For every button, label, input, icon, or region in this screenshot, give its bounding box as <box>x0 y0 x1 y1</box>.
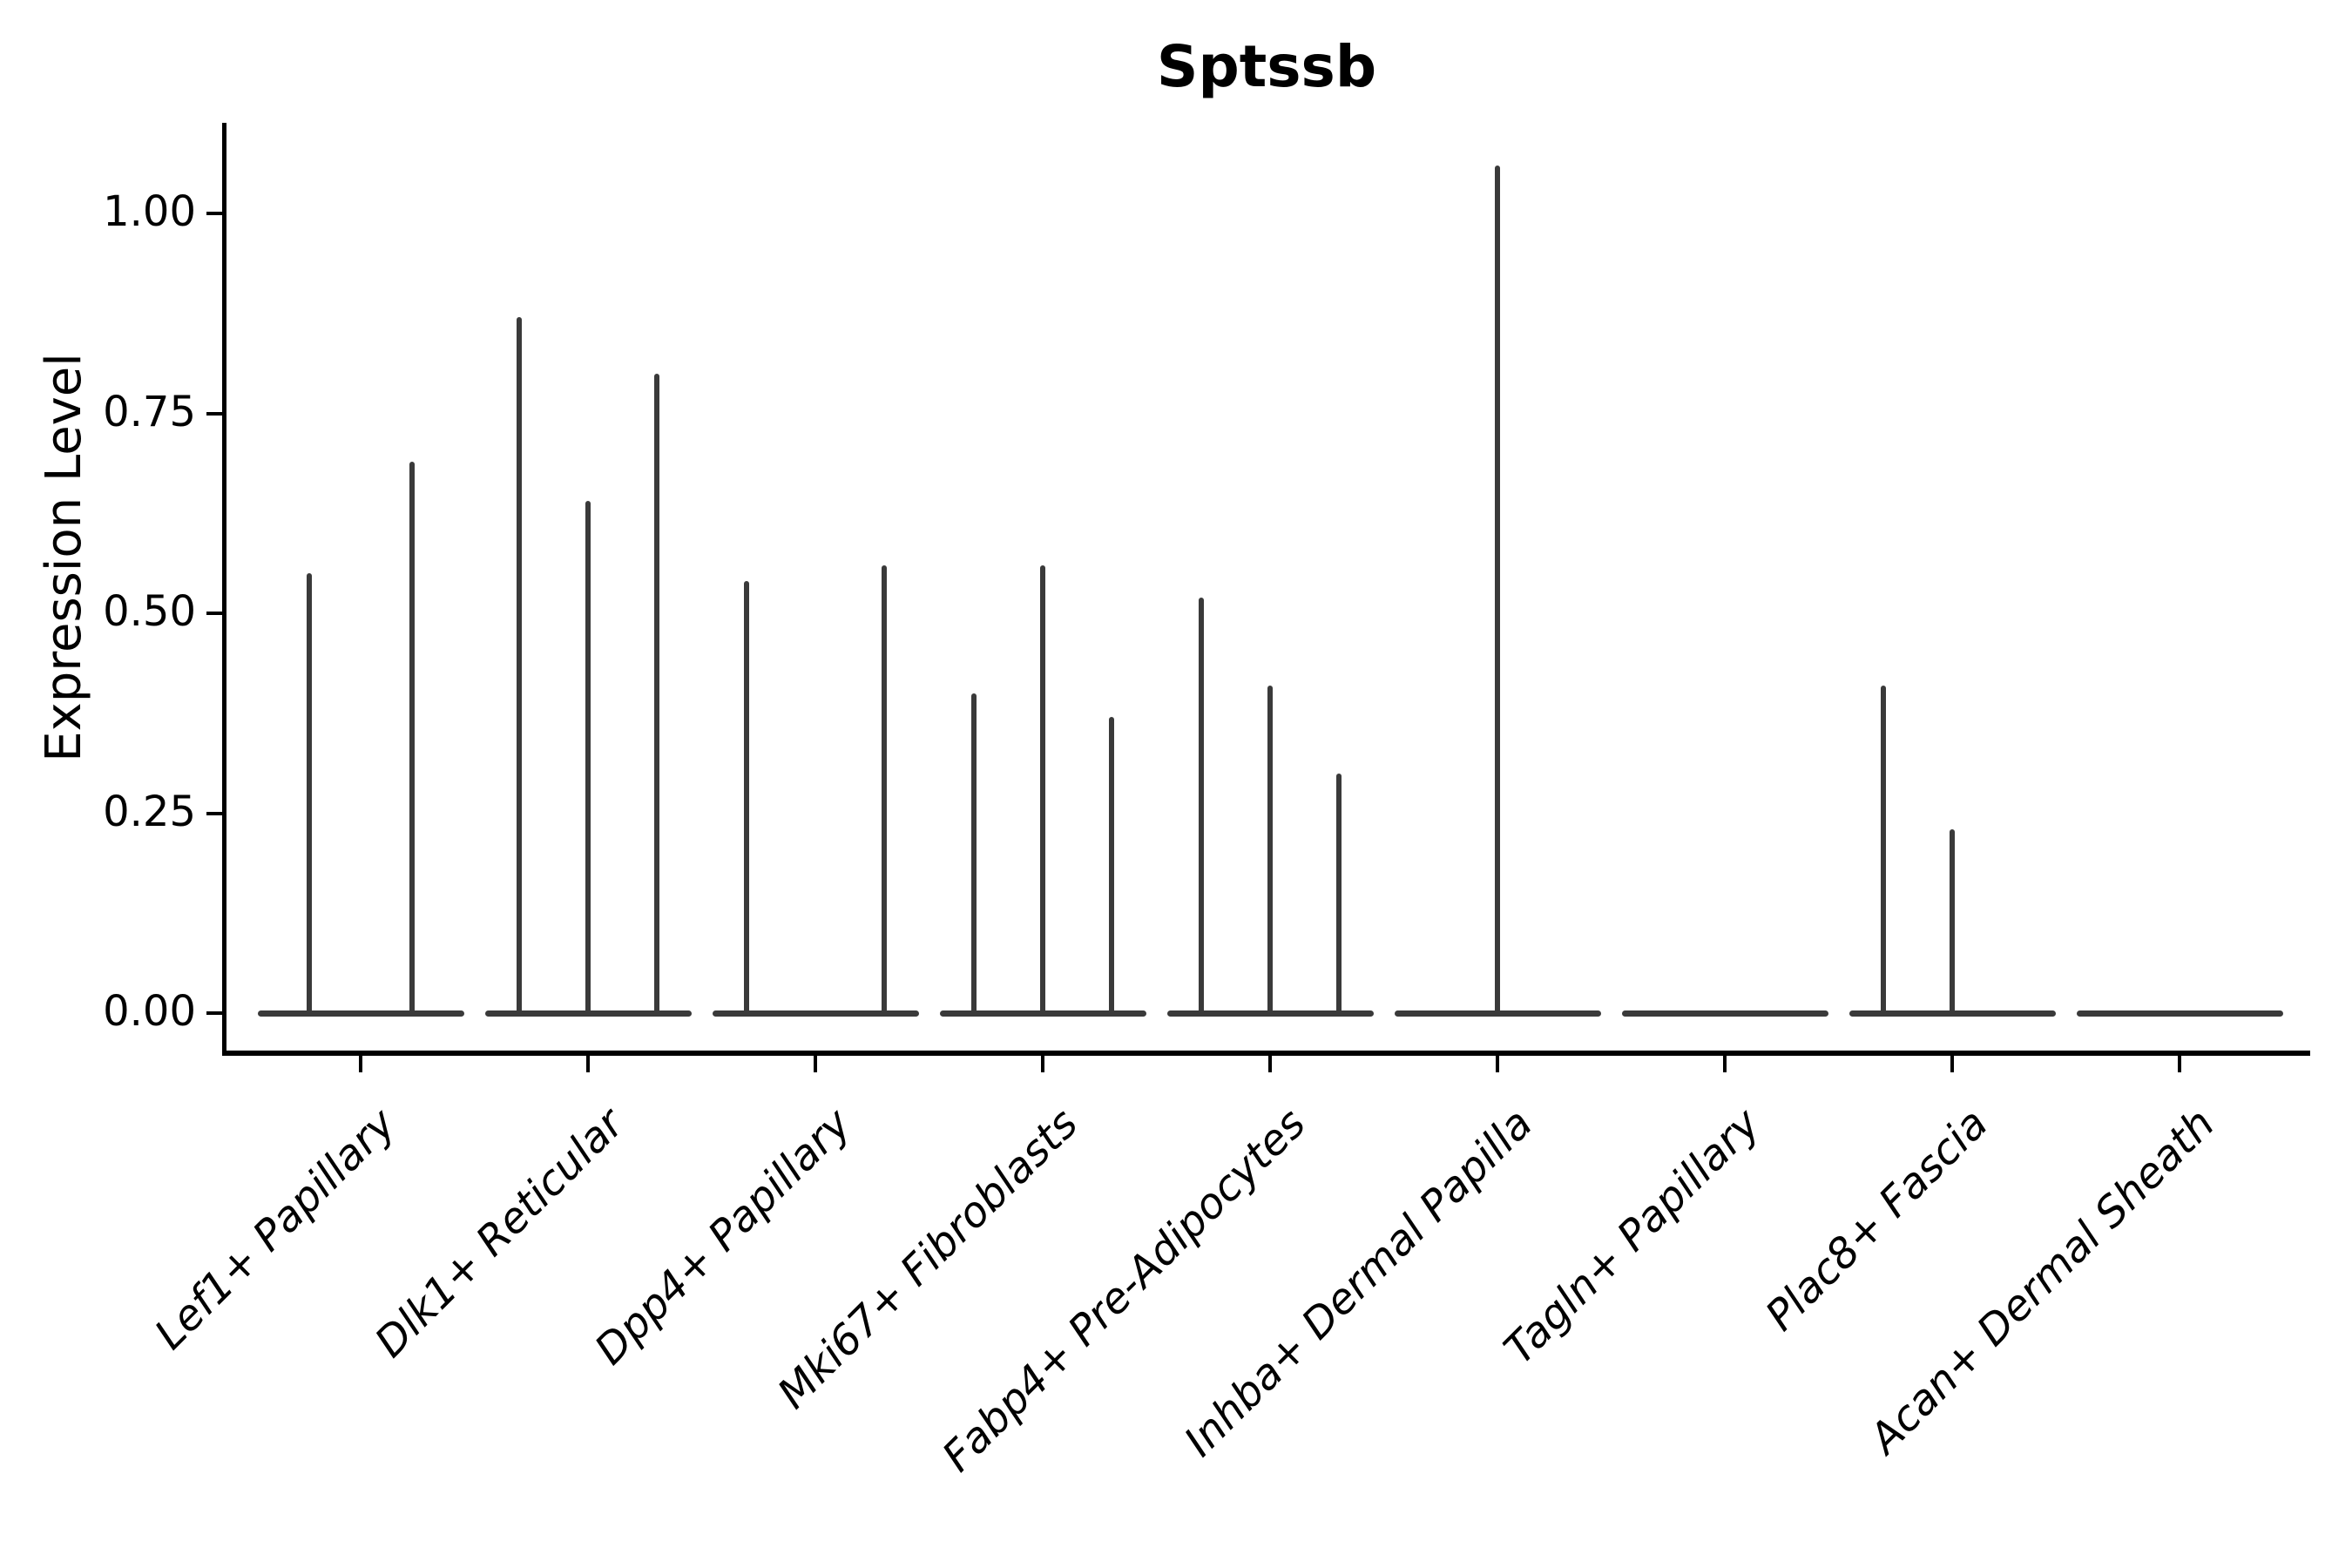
violin-base <box>1621 1010 1828 1017</box>
violin-spike <box>585 501 591 1015</box>
violin-spike <box>654 373 659 1015</box>
x-tick <box>814 1056 817 1072</box>
violin-spike <box>1109 717 1114 1015</box>
violin-spike <box>517 317 522 1015</box>
violin-spike <box>1881 685 1886 1015</box>
x-tick-label: Plac8+ Fascia <box>1755 1098 1997 1341</box>
violin-spike <box>882 564 887 1015</box>
y-tick-label: 0.00 <box>103 987 196 1036</box>
y-tick <box>206 1011 222 1015</box>
x-tick <box>359 1056 362 1072</box>
x-axis-spine <box>222 1051 2310 1056</box>
x-tick <box>1041 1056 1044 1072</box>
x-tick <box>1723 1056 1727 1072</box>
violin-spike <box>1336 773 1342 1015</box>
violin-spike <box>1495 165 1500 1015</box>
violin-base <box>712 1010 919 1017</box>
y-axis-spine <box>222 123 226 1056</box>
x-tick <box>1268 1056 1272 1072</box>
x-tick-label: Dlk1+ Reticular <box>365 1098 633 1368</box>
y-tick <box>206 811 222 815</box>
x-tick-label: Tagln+ Papillary <box>1495 1098 1770 1375</box>
x-tick <box>586 1056 590 1072</box>
y-tick-label: 0.50 <box>103 587 196 636</box>
y-tick <box>206 212 222 215</box>
chart-title: Sptssb <box>1156 33 1377 100</box>
violin-spike <box>1950 828 1955 1015</box>
violin-spike <box>306 573 312 1015</box>
x-tick <box>1496 1056 1499 1072</box>
x-tick <box>2178 1056 2181 1072</box>
x-tick-label: Lef1+ Papillary <box>145 1098 406 1359</box>
violin-spike <box>744 581 749 1015</box>
violin-spike <box>971 693 977 1015</box>
y-tick <box>206 411 222 416</box>
violin-spike <box>1199 597 1204 1015</box>
x-tick <box>1950 1056 1954 1072</box>
x-tick-label: Fabp4+ Pre-Adipocytes <box>932 1098 1315 1482</box>
x-tick-label: Dpp4+ Papillary <box>585 1098 861 1375</box>
y-axis-label: Expression Level <box>36 353 92 762</box>
violin-spike <box>1040 564 1045 1015</box>
violin-spike <box>409 461 416 1015</box>
y-tick-label: 0.25 <box>103 787 196 836</box>
violin-base <box>2076 1010 2283 1017</box>
violin-spike <box>1267 685 1273 1015</box>
y-tick-label: 1.00 <box>103 187 196 236</box>
y-tick-label: 0.75 <box>103 387 196 436</box>
y-tick <box>206 612 222 615</box>
violin-base <box>257 1010 464 1017</box>
